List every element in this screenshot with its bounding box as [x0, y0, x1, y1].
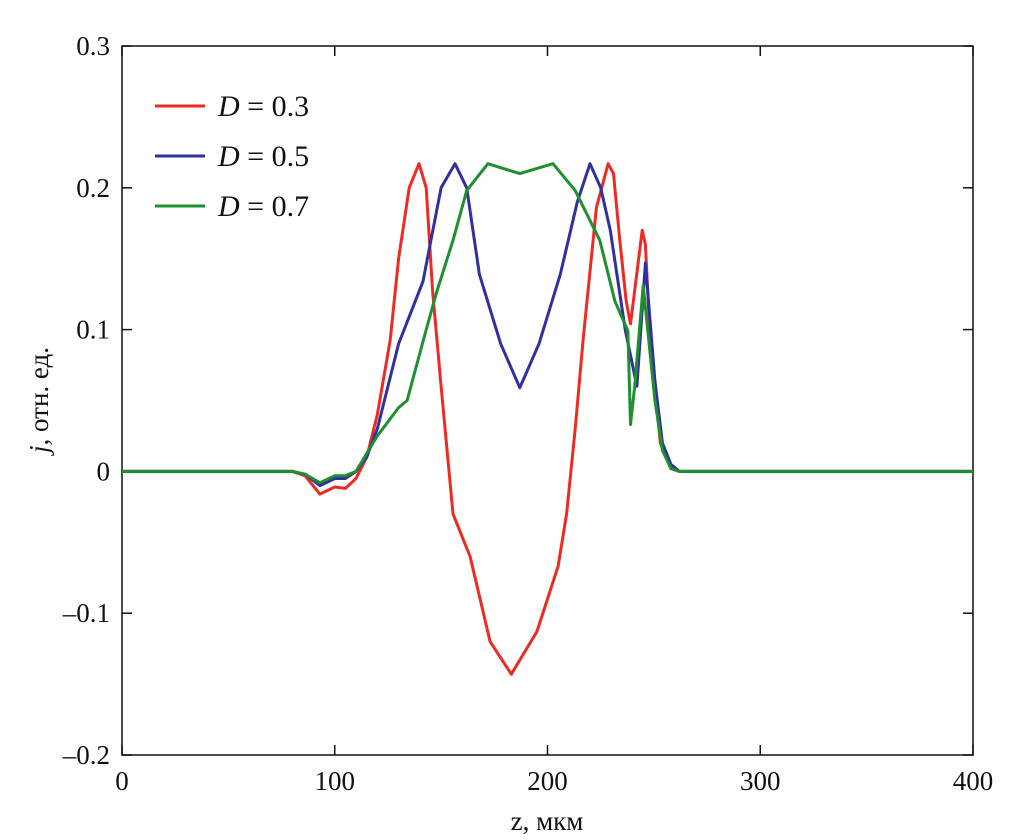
- series-line-2: [122, 162, 973, 485]
- y-tick-label: 0.2: [76, 173, 110, 203]
- legend-value: = 0.5: [240, 140, 309, 173]
- y-tick-label: –0.1: [62, 598, 110, 628]
- x-tick-label: 200: [527, 766, 568, 796]
- legend-var: D: [217, 190, 240, 223]
- y-axis-label-var: j: [24, 446, 54, 457]
- legend-value: = 0.7: [240, 190, 309, 223]
- y-tick-label: –0.2: [62, 740, 110, 770]
- legend-var: D: [217, 140, 240, 173]
- x-axis-label: z, мкм: [511, 806, 584, 836]
- legend-var: D: [217, 90, 240, 123]
- series-line-1: [122, 162, 973, 488]
- y-tick-label: 0: [97, 456, 111, 486]
- series-line-0: [122, 162, 973, 676]
- legend-entry-2: D = 0.7: [217, 190, 309, 223]
- y-tick-label: 0.1: [76, 315, 110, 345]
- legend-entry-0: D = 0.3: [217, 90, 309, 123]
- x-tick-label: 300: [740, 766, 781, 796]
- x-tick-label: 400: [953, 766, 994, 796]
- y-axis-label: j, отн. ед.: [24, 347, 54, 456]
- x-tick-label: 100: [315, 766, 356, 796]
- y-axis-label-text: , отн. ед.: [24, 347, 54, 446]
- legend-entry-1: D = 0.5: [217, 140, 309, 173]
- y-tick-label: 0.3: [76, 31, 110, 61]
- legend-value: = 0.3: [240, 90, 309, 123]
- x-tick-label: 0: [115, 766, 129, 796]
